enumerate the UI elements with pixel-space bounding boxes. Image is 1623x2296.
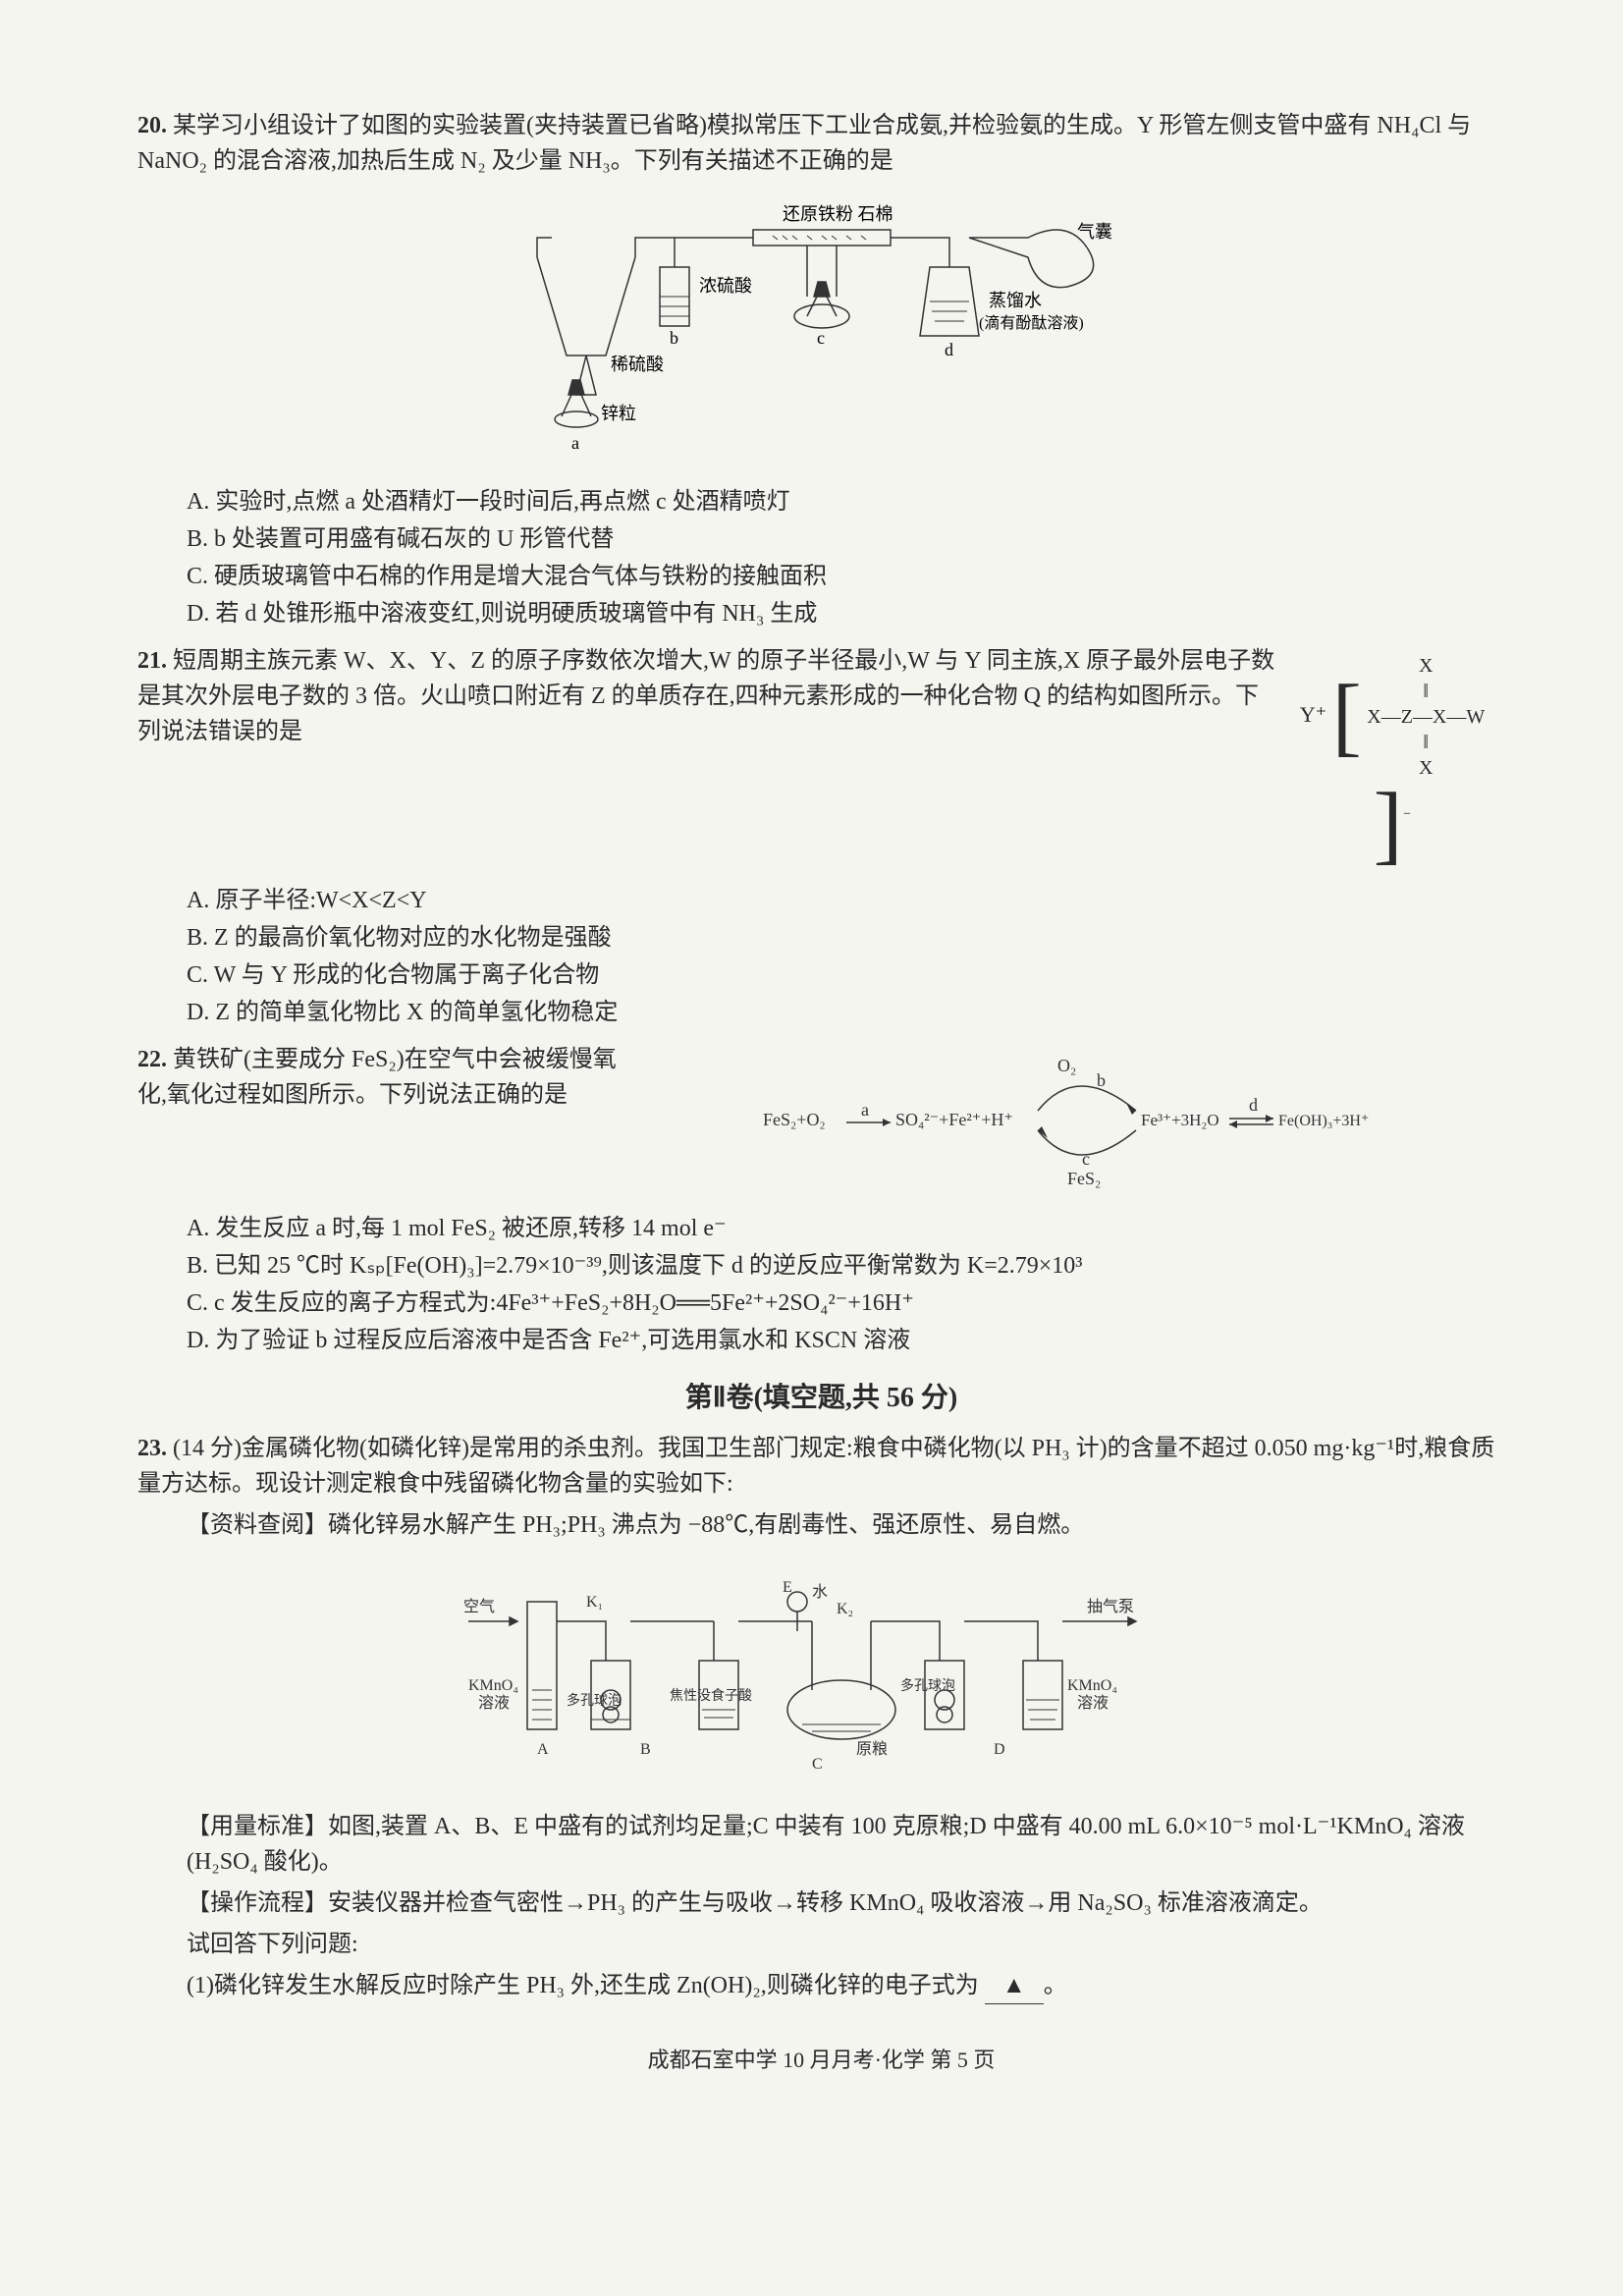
q21-option-b: B. Z 的最高价氧化物对应的水化物是强酸 (187, 920, 1505, 956)
q22-svg: FeS₂+O₂ a SO₄²⁻+Fe²⁺+H⁺ O₂ b c FeS₂ Fe³⁺… (763, 1052, 1372, 1189)
q22-reaction-diagram: FeS₂+O₂ a SO₄²⁻+Fe²⁺+H⁺ O₂ b c FeS₂ Fe³⁺… (628, 1042, 1505, 1207)
q22-left: FeS₂+O₂ (763, 1110, 826, 1129)
q23-process-label: 【操作流程】 (187, 1890, 328, 1916)
q23-kmno4-d: KMnO₄ (1067, 1677, 1117, 1694)
q23-sub1-text: (1)磷化锌发生水解反应时除产生 PH₃ 外,还生成 Zn(OH)₂,则磷化锌的… (187, 1973, 979, 1998)
svg-text:Fe(OH)₃+3H⁺: Fe(OH)₃+3H⁺ (1278, 1113, 1369, 1129)
q23-number: 23. (137, 1436, 167, 1461)
q22-text: 黄铁矿(主要成分 FeS₂)在空气中会被缓慢氧化,氧化过程如图所示。下列说法正确… (137, 1047, 617, 1108)
q23-usage-label: 【用量标准】 (187, 1814, 328, 1839)
q20-diagram: 还原铁粉 石棉 气囊 浓硫酸 稀硫酸 锌粒 a b c d 蒸馏水 (滴有酚酞溶… (137, 189, 1505, 474)
q22-option-c: C. c 发生反应的离子方程式为:4Fe³⁺+FeS₂+8H₂O══5Fe²⁺+… (187, 1285, 1505, 1321)
q23-sub1: (1)磷化锌发生水解反应时除产生 PH₃ 外,还生成 Zn(OH)₂,则磷化锌的… (137, 1968, 1505, 2004)
question-20: 20. 某学习小组设计了如图的实验装置(夹持装置已省略)模拟常压下工业合成氨,并… (137, 108, 1505, 631)
q20-option-b: B. b 处装置可用盛有碱石灰的 U 形管代替 (187, 521, 1505, 557)
q22-fes2: FeS₂ (1067, 1169, 1101, 1188)
q23-kmno4-a: KMnO₄ (468, 1677, 518, 1694)
q23-grain: 原粮 (856, 1740, 888, 1758)
q22-number: 22. (137, 1047, 167, 1072)
q20-label-dsub: (滴有酚酞溶液) (979, 314, 1084, 332)
q23-process-text: 安装仪器并检查气密性→PH₃ 的产生与吸收→转移 KMnO₄ 吸收溶液→用 Na… (328, 1890, 1323, 1916)
q23-info-text: 磷化锌易水解产生 PH₃;PH₃ 沸点为 −88℃,有剧毒性、强还原性、易自燃。 (328, 1512, 1084, 1538)
q21-structure-diagram: Y⁺ [ X ‖ X—Z—X—W ‖ X ]⁻ (1279, 643, 1505, 879)
q20-label-d: 蒸馏水 (989, 291, 1042, 310)
q20-label-balloon: 气囊 (1077, 222, 1112, 242)
q23-info: 【资料查阅】磷化锌易水解产生 PH₃;PH₃ 沸点为 −88℃,有剧毒性、强还原… (137, 1507, 1505, 1543)
q23-prompt: 试回答下列问题: (137, 1927, 1505, 1962)
q23-B: B (640, 1741, 651, 1758)
q20-label-dilute: 稀硫酸 (611, 355, 664, 374)
q20-label-top: 还原铁粉 石棉 (783, 204, 893, 224)
q21-option-d: D. Z 的简单氢化物比 X 的简单氢化物稳定 (187, 995, 1505, 1030)
q23-D: D (994, 1741, 1005, 1758)
q22-option-a: A. 发生反应 a 时,每 1 mol FeS₂ 被还原,转移 14 mol e… (187, 1211, 1505, 1246)
q20-number: 20. (137, 113, 167, 138)
q22-option-b: B. 已知 25 ℃时 Kₛₚ[Fe(OH)₃]=2.79×10⁻³⁹,则该温度… (187, 1248, 1505, 1284)
q22-c: c (1082, 1149, 1090, 1169)
q20-apparatus-svg: 还原铁粉 石棉 气囊 浓硫酸 稀硫酸 锌粒 a b c d 蒸馏水 (滴有酚酞溶… (478, 198, 1165, 454)
question-21: 21. 短周期主族元素 W、X、Y、Z 的原子序数依次增大,W 的原子半径最小,… (137, 643, 1505, 1030)
q23-text: (14 分)金属磷化物(如磷化锌)是常用的杀虫剂。我国卫生部门规定:粮食中磷化物… (137, 1436, 1494, 1497)
q20-label-b: 浓硫酸 (699, 276, 752, 296)
q23-A: A (537, 1741, 549, 1758)
svg-text:Fe³⁺+3H₂O: Fe³⁺+3H₂O (1141, 1111, 1219, 1129)
q21-struct-top: X (1367, 653, 1485, 679)
q23-sol-d: 溶液 (1077, 1694, 1109, 1712)
q21-number: 21. (137, 648, 167, 674)
q23-process: 【操作流程】安装仪器并检查气密性→PH₃ 的产生与吸收→转移 KMnO₄ 吸收溶… (137, 1886, 1505, 1921)
q20-option-d: D. 若 d 处锥形瓶中溶液变红,则说明硬质玻璃管中有 NH₃ 生成 (187, 596, 1505, 631)
q20-text: 某学习小组设计了如图的实验装置(夹持装置已省略)模拟常压下工业合成氨,并检验氨的… (137, 113, 1471, 174)
q23-water: 水 (812, 1583, 828, 1601)
q23-usage-text: 如图,装置 A、B、E 中盛有的试剂均足量;C 中装有 100 克原粮;D 中盛… (187, 1814, 1465, 1875)
q20-a-bottom: a (571, 433, 579, 453)
q23-blank: ▲ (985, 1968, 1044, 2004)
q20-b-bottom: b (670, 328, 678, 348)
q20-d-bottom: d (945, 340, 953, 359)
q21-prefix: Y⁺ (1300, 702, 1327, 727)
q20-label-a: 锌粒 (601, 404, 636, 423)
q21-option-a: A. 原子半径:W<X<Z<Y (187, 883, 1505, 918)
q22-middle: SO₄²⁻+Fe²⁺+H⁺ (895, 1110, 1013, 1129)
question-22: 22. 黄铁矿(主要成分 FeS₂)在空气中会被缓慢氧化,氧化过程如图所示。下列… (137, 1042, 1505, 1358)
q23-porous-d: 多孔球泡 (900, 1677, 955, 1694)
q20-options: A. 实验时,点燃 a 处酒精灯一段时间后,再点燃 c 处酒精喷灯 B. b 处… (137, 484, 1505, 631)
q22-option-d: D. 为了验证 b 过程反应后溶液中是否含 Fe²⁺,可选用氯水和 KSCN 溶… (187, 1323, 1505, 1358)
q23-apparatus-svg: 空气 K₁ E 水 K₂ 抽气泵 KMnO₄ 溶液 多孔球泡 焦性没食子酸 原粮… (449, 1562, 1195, 1778)
q23-sol-a: 溶液 (478, 1694, 510, 1712)
q22-o2: O₂ (1057, 1056, 1076, 1075)
q20-option-a: A. 实验时,点燃 a 处酒精灯一段时间后,再点燃 c 处酒精喷灯 (187, 484, 1505, 519)
q21-option-c: C. W 与 Y 形成的化合物属于离子化合物 (187, 957, 1505, 993)
q23-info-label: 【资料查阅】 (187, 1512, 328, 1538)
q21-options: A. 原子半径:W<X<Z<Y B. Z 的最高价氧化物对应的水化物是强酸 C.… (137, 883, 1505, 1030)
q23-k2: K₂ (837, 1601, 853, 1617)
q22-options: A. 发生反应 a 时,每 1 mol FeS₂ 被还原,转移 14 mol e… (137, 1211, 1505, 1358)
q23-air: 空气 (463, 1598, 495, 1615)
q21-struct-center: X—Z—X—W (1367, 704, 1485, 730)
q23-charcoal: 焦性没食子酸 (670, 1687, 752, 1704)
q21-suffix: ⁻ (1403, 807, 1412, 826)
q23-k1: K₁ (586, 1594, 603, 1611)
q23-pump: 抽气泵 (1087, 1598, 1134, 1615)
bracket-right: ] (1374, 781, 1403, 869)
q20-option-c: C. 硬质玻璃管中石棉的作用是增大混合气体与铁粉的接触面积 (187, 559, 1505, 594)
q22-b: b (1097, 1070, 1106, 1090)
question-23: 23. (14 分)金属磷化物(如磷化锌)是常用的杀虫剂。我国卫生部门规定:粮食… (137, 1431, 1505, 2004)
q23-porous-a: 多孔球泡 (567, 1692, 622, 1709)
q22-d: d (1249, 1095, 1258, 1115)
section-2-header: 第Ⅱ卷(填空题,共 56 分) (137, 1378, 1505, 1419)
q23-period: 。 (1044, 1973, 1067, 1998)
q20-c-bottom: c (817, 328, 825, 348)
q23-diagram: 空气 K₁ E 水 K₂ 抽气泵 KMnO₄ 溶液 多孔球泡 焦性没食子酸 原粮… (137, 1553, 1505, 1799)
q21-text: 短周期主族元素 W、X、Y、Z 的原子序数依次增大,W 的原子半径最小,W 与 … (137, 648, 1274, 744)
bracket-left: [ (1332, 673, 1362, 761)
q23-C: C (812, 1756, 823, 1773)
q23-usage: 【用量标准】如图,装置 A、B、E 中盛有的试剂均足量;C 中装有 100 克原… (137, 1809, 1505, 1880)
q22-arrow-a: a (861, 1100, 869, 1120)
q23-e: E (783, 1579, 792, 1596)
page-footer: 成都石室中学 10 月月考·化学 第 5 页 (137, 2044, 1505, 2076)
triangle-marker: ▲ (1002, 1973, 1026, 1998)
